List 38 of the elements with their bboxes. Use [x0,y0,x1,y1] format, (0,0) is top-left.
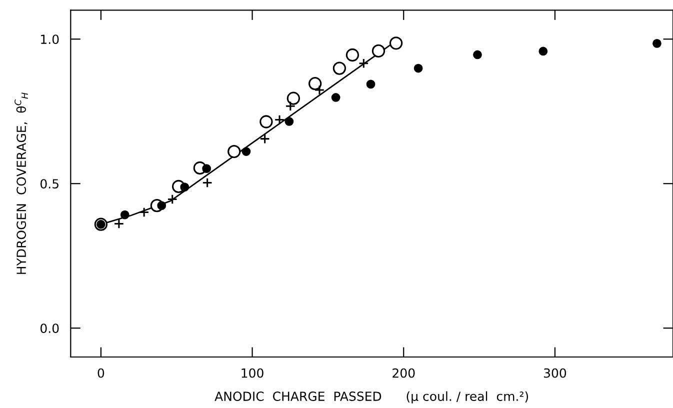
point [242,147,251,156]
point [538,46,548,56]
point [346,48,360,62]
x-tick-label: 200 [392,368,415,378]
point [260,134,270,144]
point [285,100,296,112]
point [308,77,322,90]
point [138,207,150,218]
x-tick-label: 300 [544,368,566,378]
point [202,178,212,188]
point [332,62,346,75]
point [202,164,212,174]
point [180,182,190,192]
point [167,194,178,204]
point [314,84,325,96]
y-tick-label: 1.0 [41,34,59,44]
point [260,115,273,128]
point [284,117,294,126]
y-tick-label: 0.0 [40,324,59,334]
point [157,201,166,210]
y-tick-label: 0.5 [40,179,58,189]
point [358,58,369,69]
point [473,50,482,60]
point [114,218,124,229]
x-tick-label: 100 [242,368,264,378]
point [366,80,376,89]
point [331,93,340,102]
point [120,210,130,220]
point [389,36,403,50]
point [286,92,300,105]
point [652,38,662,48]
x-axis-title: ANODIC CHARGE PASSED (μ coul. / real cm.²) [214,391,528,404]
point [228,144,241,158]
point [372,44,386,58]
y-axis-title: HYDROGEN COVERAGE, θ$^{C}$$_{H}$ [14,92,28,274]
x-tick-label: 0 [98,368,104,378]
point [414,64,423,73]
point [274,114,285,125]
